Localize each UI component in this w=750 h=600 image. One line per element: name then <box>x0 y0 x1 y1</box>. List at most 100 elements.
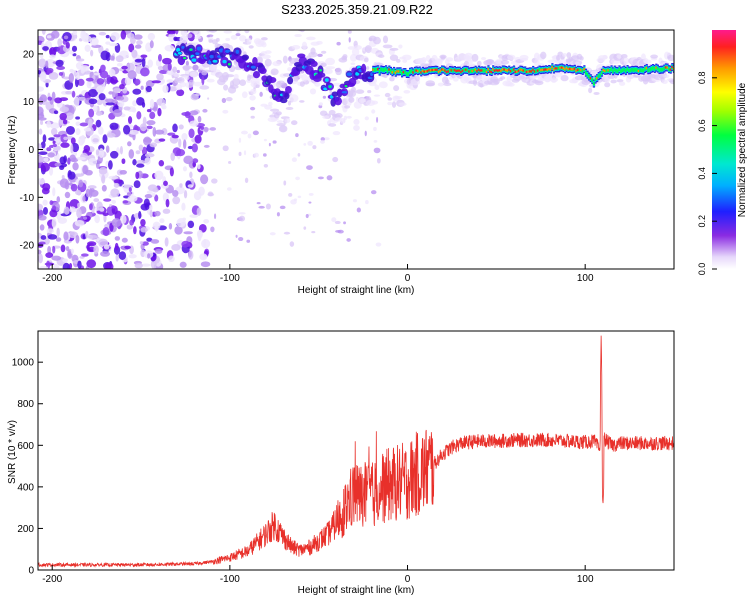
noise-blob <box>108 91 114 95</box>
ridge-core <box>191 58 197 62</box>
ridge-haze <box>186 33 193 39</box>
ridge-haze <box>562 52 568 57</box>
ridge-haze <box>268 101 273 106</box>
ridge-haze <box>332 82 341 87</box>
ridge-core <box>541 68 544 71</box>
y-tick-label: 10 <box>23 97 35 108</box>
ridge-haze <box>566 52 572 59</box>
noise-blob <box>312 145 317 150</box>
noise-blob <box>105 41 111 45</box>
noise-blob <box>42 134 47 143</box>
noise-blob <box>52 143 57 148</box>
ridge-core <box>504 68 508 72</box>
noise-blob <box>102 212 109 217</box>
noise-blob <box>250 106 256 111</box>
ridge-haze <box>208 39 213 43</box>
ridge-core <box>377 68 380 71</box>
noise-blob <box>334 220 341 225</box>
ridge-haze <box>172 18 181 26</box>
noise-blob <box>189 110 199 116</box>
ridge-core <box>543 68 546 71</box>
ridge-haze <box>308 51 318 58</box>
noise-blob <box>202 108 208 113</box>
noise-blob <box>93 245 99 255</box>
ridge-haze <box>394 96 403 100</box>
noise-blob <box>197 115 202 123</box>
ridge-core <box>331 91 339 97</box>
noise-blob <box>178 138 182 148</box>
noise-blob <box>225 97 233 102</box>
ridge-haze <box>500 60 510 65</box>
ridge-core <box>568 67 572 70</box>
noise-blob <box>75 116 80 120</box>
ridge-core <box>604 69 607 72</box>
noise-blob <box>41 187 50 195</box>
noise-blob <box>108 175 119 180</box>
noise-blob <box>38 128 43 135</box>
ridge-core <box>195 52 200 56</box>
noise-blob <box>95 111 103 116</box>
noise-blob <box>181 202 186 211</box>
noise-blob <box>74 173 84 177</box>
ridge-haze <box>325 57 336 66</box>
noise-blob <box>263 138 267 142</box>
noise-blob <box>63 35 69 40</box>
noise-blob <box>128 43 135 53</box>
noise-blob <box>235 33 241 37</box>
noise-blob <box>168 32 176 42</box>
noise-blob <box>93 198 100 203</box>
noise-blob <box>118 251 127 260</box>
noise-blob <box>78 179 84 188</box>
ridge-core <box>259 67 267 75</box>
ridge-core <box>328 85 332 88</box>
noise-blob <box>54 97 63 104</box>
ridge-haze <box>225 37 231 42</box>
noise-blob <box>48 137 56 141</box>
ridge-core <box>546 68 549 71</box>
noise-blob <box>376 116 379 123</box>
noise-blob <box>146 190 153 194</box>
noise-blob <box>307 140 313 146</box>
noise-blob <box>53 263 60 269</box>
ridge-haze <box>610 79 617 84</box>
ridge-core <box>538 67 541 72</box>
ridge-core <box>477 68 480 71</box>
noise-blob <box>52 187 56 197</box>
ridge-haze <box>328 109 336 116</box>
ridge-core <box>496 69 500 72</box>
x-tick-label: 0 <box>405 273 411 284</box>
ridge-core <box>295 64 304 72</box>
noise-blob <box>283 180 287 186</box>
noise-blob <box>105 34 110 39</box>
x-tick-label: -100 <box>220 273 240 284</box>
noise-blob <box>238 236 244 242</box>
ridge-haze <box>519 54 529 61</box>
noise-blob <box>58 71 64 76</box>
noise-blob <box>42 207 48 215</box>
noise-blob <box>147 253 151 259</box>
ridge-haze <box>299 81 305 87</box>
noise-blob <box>210 226 215 233</box>
colorbar-gradient <box>712 30 736 269</box>
noise-blob <box>272 140 277 144</box>
ridge-haze <box>309 88 317 95</box>
colorbar-tick-label: 0.2 <box>697 215 707 228</box>
ridge-haze <box>261 54 271 59</box>
noise-blob <box>82 165 89 175</box>
ridge-core <box>508 68 511 71</box>
noise-blob <box>136 163 145 168</box>
noise-blob <box>290 120 298 126</box>
noise-blob <box>38 86 45 92</box>
noise-blob <box>47 234 58 240</box>
ridge-core <box>631 68 634 72</box>
ridge-core <box>552 68 556 71</box>
noise-blob <box>146 237 153 242</box>
noise-blob <box>147 59 154 68</box>
noise-blob <box>199 253 208 261</box>
ridge-haze <box>507 82 515 87</box>
noise-blob <box>47 246 52 254</box>
noise-blob <box>376 157 381 164</box>
y-tick-label: 400 <box>17 482 34 493</box>
ridge-core <box>447 70 450 73</box>
ridge-core <box>493 69 496 72</box>
